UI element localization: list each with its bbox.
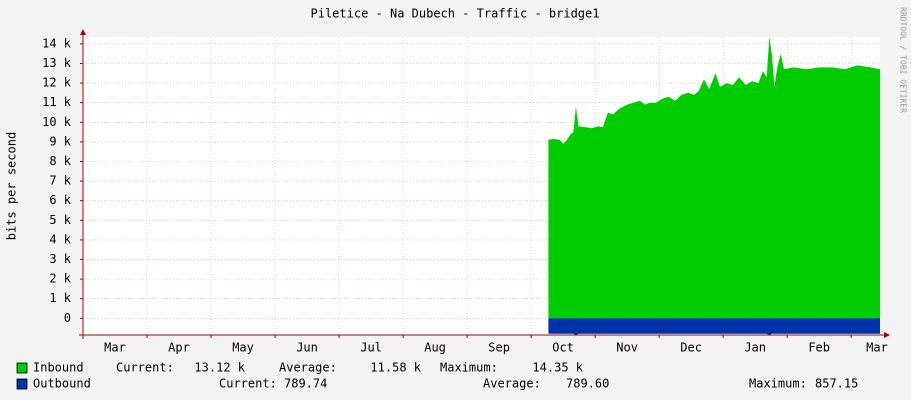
y-tick-label: 11 k <box>42 95 72 109</box>
marks <box>548 37 880 336</box>
chart-title: Piletice - Na Dubech - Traffic - bridge1 <box>311 7 600 21</box>
legend-stat-value: 789.60 <box>566 377 609 391</box>
y-tick-label: 12 k <box>42 76 72 90</box>
y-tick-label: 14 k <box>42 36 72 50</box>
legend-swatch <box>16 378 28 390</box>
x-tick-label: Jun <box>296 341 318 355</box>
grid <box>83 37 880 335</box>
x-tick-label: Oct <box>552 341 574 355</box>
y-tick-label: 0 <box>64 311 71 325</box>
legend-stat-label: Average: <box>483 377 541 391</box>
legend: Inbound Current: 13.12 k Average: 11.58 k Max… <box>16 361 858 391</box>
x-tick-label: Feb <box>808 341 830 355</box>
legend-stat-label: Current: <box>116 361 174 375</box>
legend-stat-value: 14.35 k <box>532 361 583 375</box>
x-tick-label: Mar <box>104 341 126 355</box>
x-tick-label: Sep <box>488 341 510 355</box>
legend-label: Inbound <box>33 361 84 375</box>
x-tick-label: Jan <box>744 341 766 355</box>
y-axis-label: bits per second <box>5 132 19 240</box>
x-tick-label: Dec <box>680 341 702 355</box>
area <box>548 318 880 336</box>
legend-stat-value: 13.12 k <box>194 361 245 375</box>
legend-stat-value: 11.58 k <box>370 361 421 375</box>
y-tick-label: 8 k <box>49 154 71 168</box>
watermark: RRDTOOL / TOBI OETIKER <box>899 7 908 113</box>
x-tick-label: Aug <box>424 341 446 355</box>
area <box>548 37 880 319</box>
legend-stat-label: Average: <box>279 361 337 375</box>
legend-stat-label: Current: <box>219 377 277 391</box>
x-tick-label: Nov <box>616 341 638 355</box>
y-tick-label: 4 k <box>49 232 71 246</box>
y-tick-label: 9 k <box>49 134 71 148</box>
y-axis-arrow <box>80 29 86 35</box>
x-tick-label: Mar <box>866 341 888 355</box>
legend-label: Outbound <box>33 377 91 391</box>
y-tick-label: 3 k <box>49 252 71 266</box>
legend-stat-label: Maximum: <box>749 377 807 391</box>
legend-swatch <box>16 362 28 374</box>
legend-stat-value: 857.15 <box>815 377 858 391</box>
legend-stat-label: Maximum: <box>440 361 498 375</box>
x-tick-label: Apr <box>168 341 190 355</box>
legend-stat-value: 789.74 <box>284 377 327 391</box>
y-tick-label: 10 k <box>42 115 72 129</box>
y-tick-label: 13 k <box>42 56 72 70</box>
x-tick-label: May <box>232 341 254 355</box>
y-tick-label: 7 k <box>49 174 71 188</box>
x-tick-label: Jul <box>360 341 382 355</box>
y-tick-label: 2 k <box>49 272 71 286</box>
y-tick-label: 6 k <box>49 193 71 207</box>
x-axis-arrow <box>884 332 890 338</box>
y-tick-label: 5 k <box>49 213 71 227</box>
y-tick-label: 1 k <box>49 291 71 305</box>
axes: 0 1 k 2 k 3 k 4 k 5 k 6 k 7 k 8 k 9 k 10 k 11 k 12 k… <box>42 29 890 355</box>
